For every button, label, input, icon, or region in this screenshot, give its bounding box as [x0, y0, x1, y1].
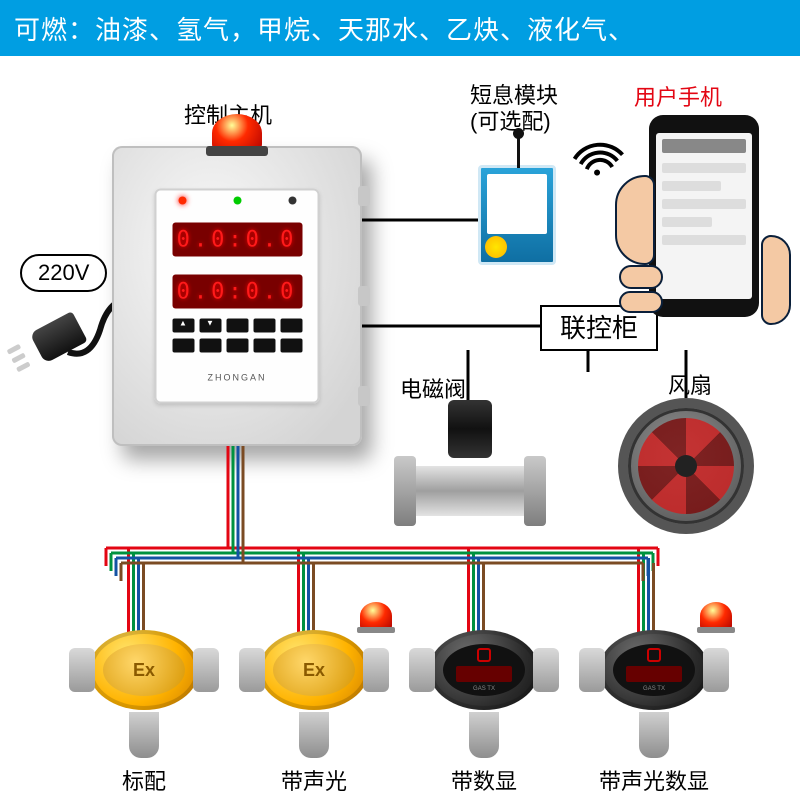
voltage-text: 220V: [20, 254, 107, 292]
gas-detector: Ex 带声光: [254, 630, 374, 796]
gas-detector: Ex 标配: [84, 630, 204, 796]
label-sms-opt: (可选配): [470, 104, 551, 136]
power-plug-icon: [12, 306, 91, 378]
status-led: [288, 197, 296, 205]
solenoid-valve-icon: [400, 400, 540, 530]
header-prefix: 可燃：: [14, 10, 95, 47]
status-led: [178, 197, 186, 205]
controller-panel: 0.0:0.0 0.0:0.0 ▲▼ ZHONGAN: [155, 189, 320, 404]
header-items: 油漆、氢气，甲烷、天那水、乙炔、液化气、: [95, 10, 635, 47]
controller-buttons: ▲▼: [155, 319, 320, 333]
header-bar: 可燃： 油漆、氢气，甲烷、天那水、乙炔、液化气、: [0, 0, 800, 56]
display-2: 0.0:0.0: [172, 275, 302, 309]
detector-label: 标配: [84, 764, 204, 796]
sms-module-icon: [478, 165, 556, 265]
label-fan: 风扇: [668, 368, 712, 400]
user-phone-icon: [615, 115, 785, 345]
detector-label: 带声光: [254, 764, 374, 796]
detector-label: 带数显: [424, 764, 544, 796]
fan-icon: [618, 398, 754, 534]
brand-label: ZHONGAN: [155, 373, 320, 383]
alarm-beacon-icon: [360, 602, 392, 630]
label-phone: 用户手机: [634, 80, 722, 112]
status-led: [233, 197, 241, 205]
alarm-beacon-icon: [700, 602, 732, 630]
detector-label: 带声光数显: [594, 764, 714, 796]
voltage-bubble: 220V: [20, 254, 107, 292]
controller-host: 0.0:0.0 0.0:0.0 ▲▼ ZHONGAN: [112, 146, 362, 446]
gas-detector: GAS TX 带数显: [424, 630, 544, 796]
alarm-beacon-icon: [212, 114, 262, 152]
display-1: 0.0:0.0: [172, 223, 302, 257]
gas-detector: GAS TX 带声光数显: [594, 630, 714, 796]
